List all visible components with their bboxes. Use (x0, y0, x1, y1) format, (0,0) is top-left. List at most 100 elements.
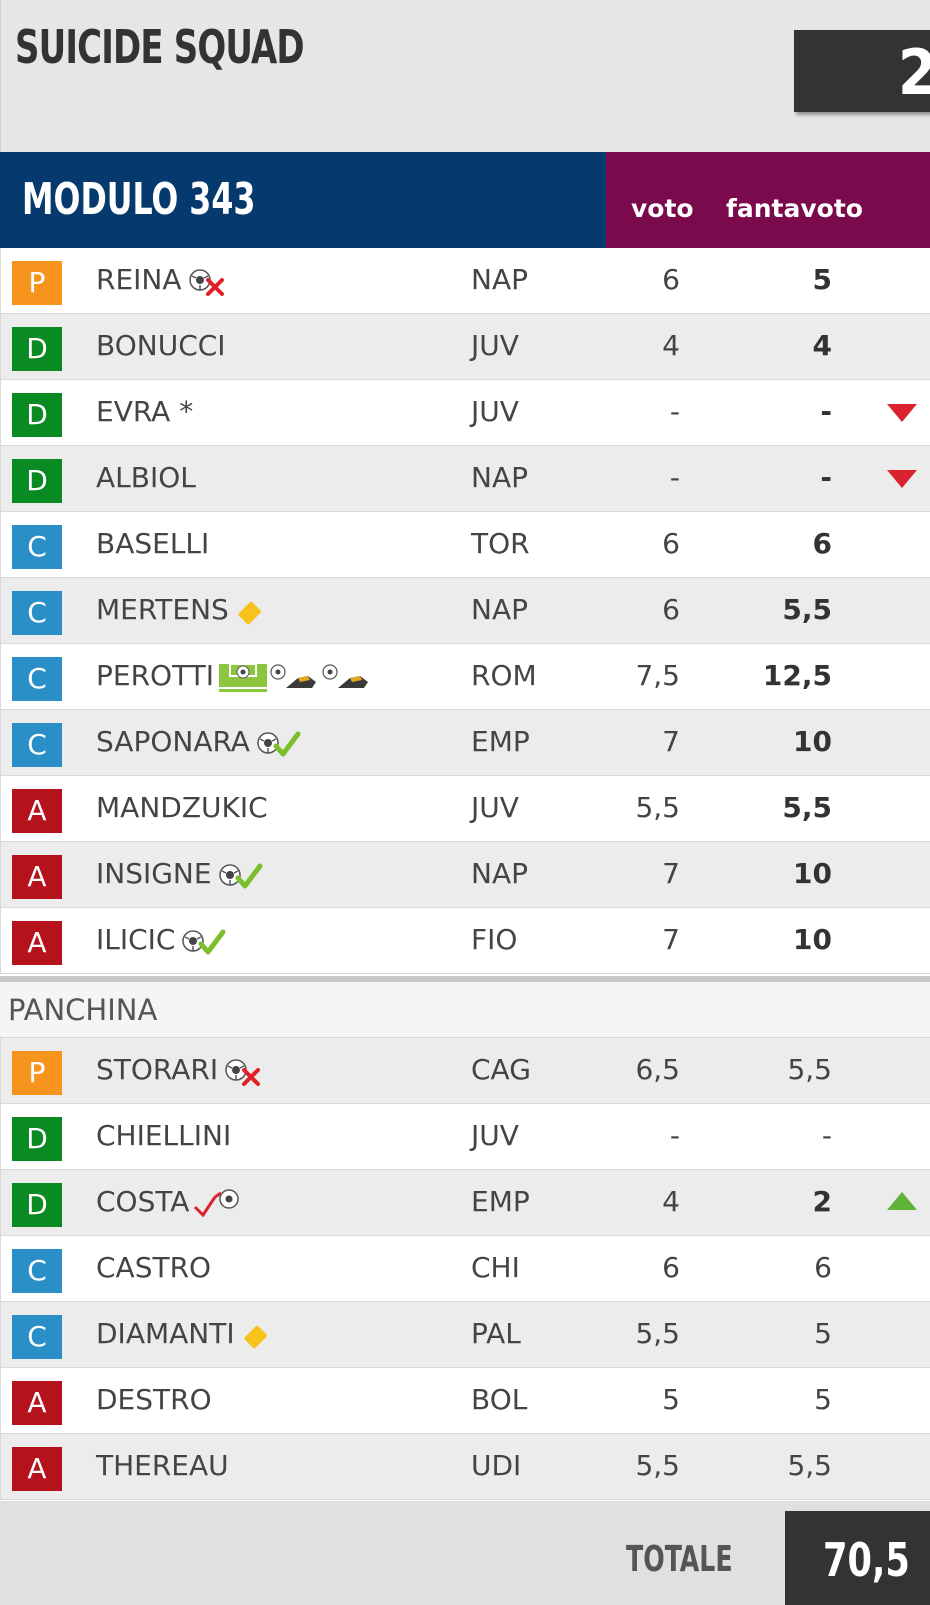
player-name[interactable]: THEREAU (96, 1449, 229, 1482)
player-name-text: EVRA * (96, 395, 194, 428)
player-row[interactable]: D BONUCCI JUV 4 4 (0, 314, 930, 380)
player-name-text: STORARI (96, 1053, 219, 1086)
role-badge: D (12, 1117, 62, 1161)
event-icons (254, 726, 302, 760)
penalty-goal-icon (218, 660, 268, 693)
club-code: NAP (471, 857, 528, 890)
role-badge: D (12, 459, 62, 503)
role-badge: A (12, 789, 62, 833)
club-code: TOR (471, 527, 530, 560)
team-header: SUICIDE SQUAD 2 (0, 0, 930, 152)
club-code: JUV (471, 1119, 519, 1152)
bench-label: PANCHINA (8, 993, 158, 1027)
player-row[interactable]: C BASELLI TOR 6 6 (0, 512, 930, 578)
club-code: EMP (471, 725, 530, 758)
voto-value: 6,5 (635, 1053, 680, 1086)
role-badge: A (12, 1447, 62, 1491)
club-code: NAP (471, 263, 528, 296)
club-code: CHI (471, 1251, 520, 1284)
club-code: UDI (471, 1449, 522, 1482)
player-row[interactable]: P STORARI CAG 6,5 5,5 (0, 1038, 930, 1104)
player-name[interactable]: ALBIOL (96, 461, 196, 494)
player-name[interactable]: STORARI (96, 1053, 266, 1088)
fantavoto-value: 6 (814, 1251, 832, 1284)
player-row[interactable]: D EVRA * JUV - - (0, 380, 930, 446)
ball-cross-icon (222, 1054, 266, 1087)
player-row[interactable]: A MANDZUKIC JUV 5,5 5,5 (0, 776, 930, 842)
voto-value: 6 (662, 593, 680, 626)
fantavoto-value: 5 (814, 1317, 832, 1350)
player-row[interactable]: C SAPONARA EMP 7 10 (0, 710, 930, 776)
player-row[interactable]: A INSIGNE NAP 7 10 (0, 842, 930, 908)
voto-value: 6 (662, 1251, 680, 1284)
fantavoto-value: 5 (814, 1383, 832, 1416)
role-badge: C (12, 591, 62, 635)
total-value: 70,5 (823, 1533, 910, 1587)
club-code: FIO (471, 923, 518, 956)
role-badge: C (12, 525, 62, 569)
fantavoto-value: - (820, 395, 832, 428)
player-name-text: DIAMANTI (96, 1317, 235, 1350)
player-name[interactable]: MERTENS (96, 593, 267, 628)
player-row[interactable]: C MERTENS NAP 6 5,5 (0, 578, 930, 644)
player-name[interactable]: CHIELLINI (96, 1119, 231, 1152)
player-name-text: BASELLI (96, 527, 210, 560)
voto-value: - (669, 461, 680, 494)
section-divider (0, 976, 930, 982)
fantavoto-value: 5,5 (782, 593, 832, 626)
role-badge: C (12, 657, 62, 701)
voto-value: 5,5 (635, 1449, 680, 1482)
player-row[interactable]: C DIAMANTI PAL 5,5 5 (0, 1302, 930, 1368)
score-value: 2 (898, 36, 930, 109)
player-row[interactable]: D COSTA EMP 4 2 (0, 1170, 930, 1236)
club-code: BOL (471, 1383, 528, 1416)
club-code: JUV (471, 791, 519, 824)
vote-header: voto fantavoto (606, 152, 930, 248)
player-name[interactable]: INSIGNE (96, 857, 264, 892)
player-name-text: REINA (96, 263, 182, 296)
player-name[interactable]: EVRA * (96, 395, 193, 428)
player-name[interactable]: SAPONARA (96, 725, 302, 760)
player-name[interactable]: CASTRO (96, 1251, 211, 1284)
player-name-text: ILICIC (96, 923, 176, 956)
player-name-text: MERTENS (96, 593, 229, 626)
event-icons (233, 595, 267, 628)
player-name[interactable]: BONUCCI (96, 329, 226, 362)
player-row[interactable]: D ALBIOL NAP - - (0, 446, 930, 512)
player-row[interactable]: A ILICIC FIO 7 10 (0, 908, 930, 974)
player-name-text: CHIELLINI (96, 1119, 232, 1152)
player-row[interactable]: D CHIELLINI JUV - - (0, 1104, 930, 1170)
fantavoto-value: 5 (812, 263, 832, 296)
fantavoto-value: - (820, 461, 832, 494)
fantavoto-value: 2 (812, 1185, 832, 1218)
player-name[interactable]: REINA (96, 263, 230, 298)
player-name-text: DESTRO (96, 1383, 212, 1416)
player-row[interactable]: C PEROTTI ROM 7,5 12,5 (0, 644, 930, 710)
club-code: PAL (471, 1317, 521, 1350)
voto-value: - (669, 395, 680, 428)
event-icons (193, 1186, 245, 1221)
event-icons (239, 1319, 273, 1352)
player-row[interactable]: A THEREAU UDI 5,5 5,5 (0, 1434, 930, 1500)
player-name[interactable]: DESTRO (96, 1383, 212, 1416)
ball-check-icon (254, 726, 302, 759)
substitution-out-arrow-icon (885, 466, 919, 494)
player-row[interactable]: C CASTRO CHI 6 6 (0, 1236, 930, 1302)
player-name[interactable]: DIAMANTI (96, 1317, 273, 1352)
player-row[interactable]: P REINA NAP 6 5 (0, 248, 930, 314)
voto-value: 7 (662, 857, 680, 890)
role-badge: P (12, 261, 62, 305)
player-name[interactable]: PEROTTI (96, 659, 372, 694)
player-name[interactable]: MANDZUKIC (96, 791, 268, 824)
role-badge: A (12, 921, 62, 965)
ball-cross-icon (186, 264, 230, 297)
player-name-text: INSIGNE (96, 857, 212, 890)
role-badge: C (12, 1315, 62, 1359)
fantavoto-column-header: fantavoto (726, 194, 863, 223)
fantavoto-value: - (821, 1119, 832, 1152)
player-name[interactable]: COSTA (96, 1185, 245, 1221)
player-row[interactable]: A DESTRO BOL 5 5 (0, 1368, 930, 1434)
role-badge: P (12, 1051, 62, 1095)
player-name[interactable]: BASELLI (96, 527, 209, 560)
player-name[interactable]: ILICIC (96, 923, 227, 958)
